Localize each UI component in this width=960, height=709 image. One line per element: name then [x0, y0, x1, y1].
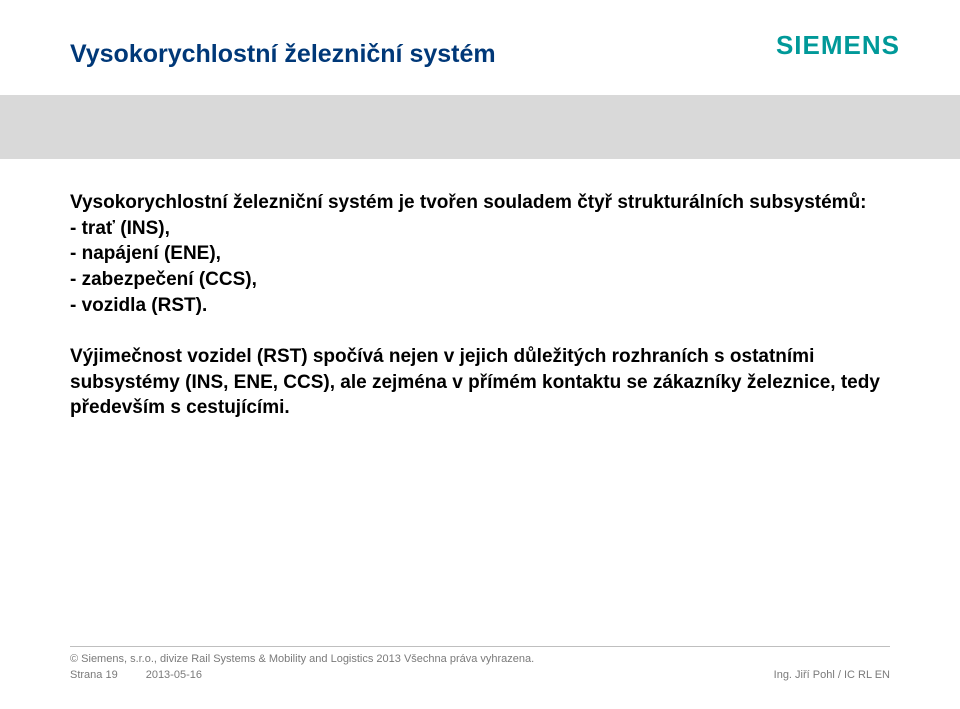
header-band: [0, 95, 960, 159]
list-item: - napájení (ENE),: [70, 241, 890, 267]
paragraph-2: Výjimečnost vozidel (RST) spočívá nejen …: [70, 344, 890, 421]
list-item: - vozidla (RST).: [70, 293, 890, 319]
footer-date: 2013-05-16: [146, 669, 202, 681]
footer-meta: Strana 19 2013-05-16 Ing. Jiří Pohl / IC…: [70, 669, 890, 681]
footer-left: Strana 19 2013-05-16: [70, 669, 202, 681]
footer-divider: [70, 646, 890, 647]
footer-copyright: © Siemens, s.r.o., divize Rail Systems &…: [70, 653, 890, 665]
body-text: Vysokorychlostní železniční systém je tv…: [70, 190, 890, 421]
footer: © Siemens, s.r.o., divize Rail Systems &…: [70, 646, 890, 681]
list-item: - zabezpečení (CCS),: [70, 267, 890, 293]
footer-author: Ing. Jiří Pohl / IC RL EN: [774, 669, 890, 681]
page-title: Vysokorychlostní železniční systém: [70, 40, 496, 69]
brand-logo: SIEMENS: [776, 30, 900, 61]
list-item: - trať (INS),: [70, 216, 890, 242]
intro-line: Vysokorychlostní železniční systém je tv…: [70, 190, 890, 216]
slide: Vysokorychlostní železniční systém SIEME…: [0, 0, 960, 709]
footer-page: Strana 19: [70, 669, 118, 681]
